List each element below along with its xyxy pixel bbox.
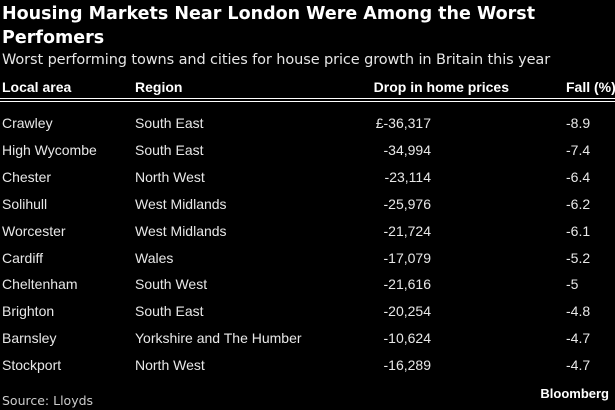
header-region: Region [135,79,183,95]
table-row: Cheltenham South West -21,616 -5 [0,274,615,300]
cell-local-area: Brighton [2,303,55,320]
cell-drop: -17,079 [383,249,431,266]
cell-drop: -23,114 [384,168,431,185]
cell-region: North West [135,357,205,374]
cell-fall: -4.7 [566,357,591,374]
cell-region: West Midlands [135,222,227,239]
cell-fall: -6.1 [566,222,591,239]
header-fall: Fall (%) [566,79,615,95]
table-header: Local area Region Drop in home prices Fa… [0,77,615,103]
table-row: Chester North West -23,114 -6.4 [0,167,615,193]
cell-fall: -4.7 [566,330,591,347]
cell-drop: -20,254 [383,303,431,320]
chart-subtitle: Worst performing towns and cities for ho… [2,52,551,68]
table-row: Stockport North West -16,289 -4.7 [0,355,615,381]
cell-region: South East [135,303,204,320]
cell-local-area: Chester [2,168,52,185]
cell-drop: -21,616 [383,276,431,293]
table-row: High Wycombe South East -34,994 -7.4 [0,140,615,166]
cell-fall: -5.2 [566,249,591,266]
cell-fall: -5 [566,276,579,293]
cell-local-area: Barnsley [2,330,57,347]
cell-region: West Midlands [135,195,227,212]
table-row: Cardiff Wales -17,079 -5.2 [0,248,615,274]
cell-region: South West [135,276,208,293]
cell-drop: £-36,317 [375,115,431,131]
table-row: Crawley South East £-36,317 -8.9 [0,113,615,139]
cell-drop: -21,724 [383,222,431,239]
cell-local-area: Stockport [2,357,62,374]
cell-fall: -7.4 [566,141,591,158]
table-row: Solihull West Midlands -25,976 -6.2 [0,194,615,220]
table-row: Brighton South East -20,254 -4.8 [0,301,615,327]
cell-fall: -6.4 [566,168,591,185]
header-divider [0,98,615,102]
cell-local-area: Worcester [2,222,66,239]
cell-region: Wales [135,249,174,266]
source-note: Source: Lloyds [2,393,94,408]
header-drop: Drop in home prices [373,79,509,95]
cell-region: South East [135,141,204,158]
table-row: Barnsley Yorkshire and The Humber -10,624 -… [0,328,615,354]
header-local-area: Local area [2,79,72,95]
cell-drop: -25,976 [383,195,431,212]
cell-fall: -6.2 [566,195,591,212]
chart-title: Housing Markets Near London Were Among t… [2,4,536,48]
cell-region: Yorkshire and The Humber [135,330,302,347]
cell-local-area: Cheltenham [2,276,78,293]
cell-region: South East [135,115,204,131]
cell-local-area: Solihull [2,195,48,212]
cell-drop: -34,994 [383,141,431,158]
cell-region: North West [135,168,205,185]
bloomberg-logo: Bloomberg [540,386,609,401]
cell-drop: -16,289 [383,357,431,374]
cell-local-area: Crawley [2,115,53,131]
cell-fall: -8.9 [566,115,591,131]
cell-local-area: Cardiff [2,249,43,266]
cell-fall: -4.8 [566,303,591,320]
cell-local-area: High Wycombe [2,141,97,158]
table-row: Worcester West Midlands -21,724 -6.1 [0,221,615,247]
cell-drop: -10,624 [383,330,431,347]
